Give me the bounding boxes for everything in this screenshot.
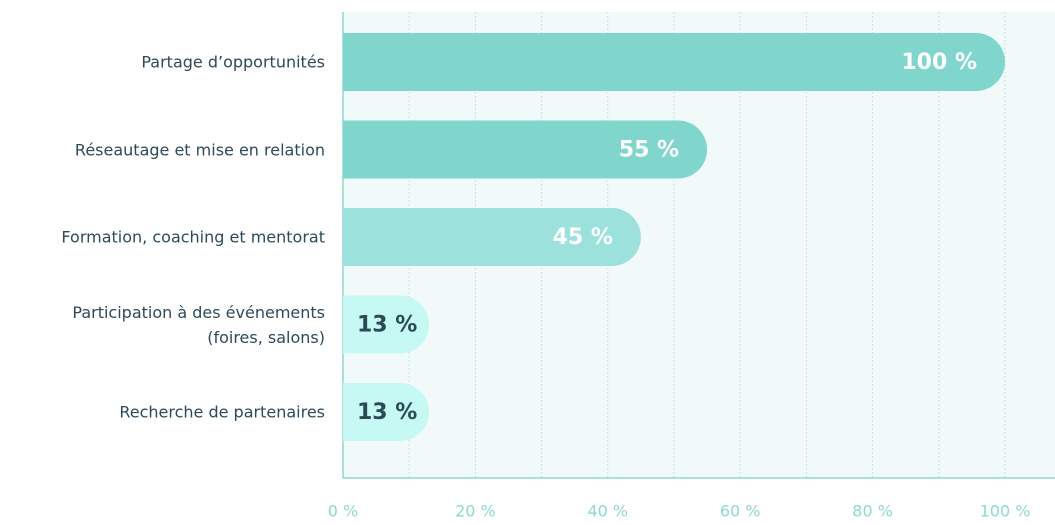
x-tick-label: 40 % <box>587 502 628 521</box>
category-label: Recherche de partenaires <box>119 402 325 422</box>
bar <box>343 33 1005 91</box>
category-label: Partage d’opportunités <box>141 52 325 72</box>
bar <box>343 383 430 441</box>
x-tick-label: 20 % <box>455 502 496 521</box>
category-label: Formation, coaching et mentorat <box>61 227 325 247</box>
category-label: Réseautage et mise en relation <box>74 140 325 159</box>
value-label: 100 % <box>901 50 977 75</box>
value-label: 13 % <box>357 313 417 338</box>
value-label: 55 % <box>619 138 679 163</box>
value-label: 45 % <box>553 225 613 250</box>
bar <box>343 120 708 179</box>
x-tick-label: 100 % <box>980 502 1031 521</box>
x-tick-label: 60 % <box>720 502 761 521</box>
category-label: Participation à des événements (foires, … <box>72 302 325 347</box>
bar <box>343 295 430 354</box>
bar <box>343 208 641 266</box>
x-tick-label: 80 % <box>852 502 893 521</box>
value-label: 13 % <box>357 400 417 425</box>
x-tick-label: 0 % <box>328 502 358 521</box>
